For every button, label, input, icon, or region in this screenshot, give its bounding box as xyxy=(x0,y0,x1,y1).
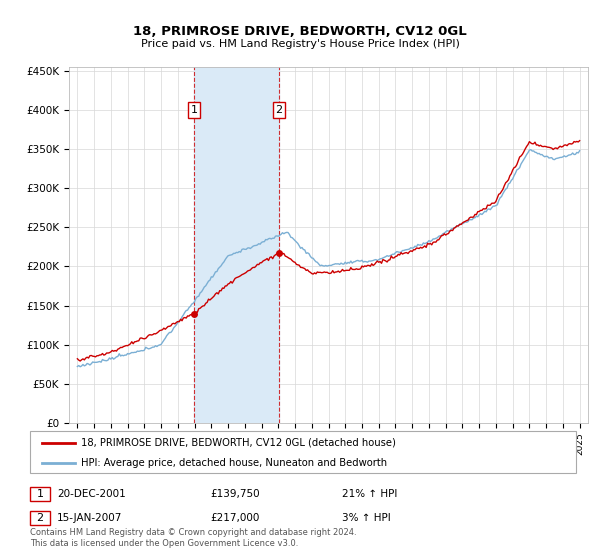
Text: 2: 2 xyxy=(37,513,43,523)
Text: 1: 1 xyxy=(191,105,197,115)
Text: Contains HM Land Registry data © Crown copyright and database right 2024.
This d: Contains HM Land Registry data © Crown c… xyxy=(30,528,356,548)
Text: 2: 2 xyxy=(275,105,283,115)
Text: 18, PRIMROSE DRIVE, BEDWORTH, CV12 0GL (detached house): 18, PRIMROSE DRIVE, BEDWORTH, CV12 0GL (… xyxy=(81,438,396,448)
Text: 21% ↑ HPI: 21% ↑ HPI xyxy=(342,489,397,499)
Text: Price paid vs. HM Land Registry's House Price Index (HPI): Price paid vs. HM Land Registry's House … xyxy=(140,39,460,49)
Bar xyxy=(194,67,279,423)
Text: 18, PRIMROSE DRIVE, BEDWORTH, CV12 0GL: 18, PRIMROSE DRIVE, BEDWORTH, CV12 0GL xyxy=(133,25,467,38)
Text: 15-JAN-2007: 15-JAN-2007 xyxy=(57,513,122,523)
Text: 3% ↑ HPI: 3% ↑ HPI xyxy=(342,513,391,523)
Text: £139,750: £139,750 xyxy=(210,489,260,499)
Text: 20-DEC-2001: 20-DEC-2001 xyxy=(57,489,126,499)
Text: £217,000: £217,000 xyxy=(210,513,259,523)
Text: 1: 1 xyxy=(37,489,43,499)
Text: HPI: Average price, detached house, Nuneaton and Bedworth: HPI: Average price, detached house, Nune… xyxy=(81,458,387,468)
